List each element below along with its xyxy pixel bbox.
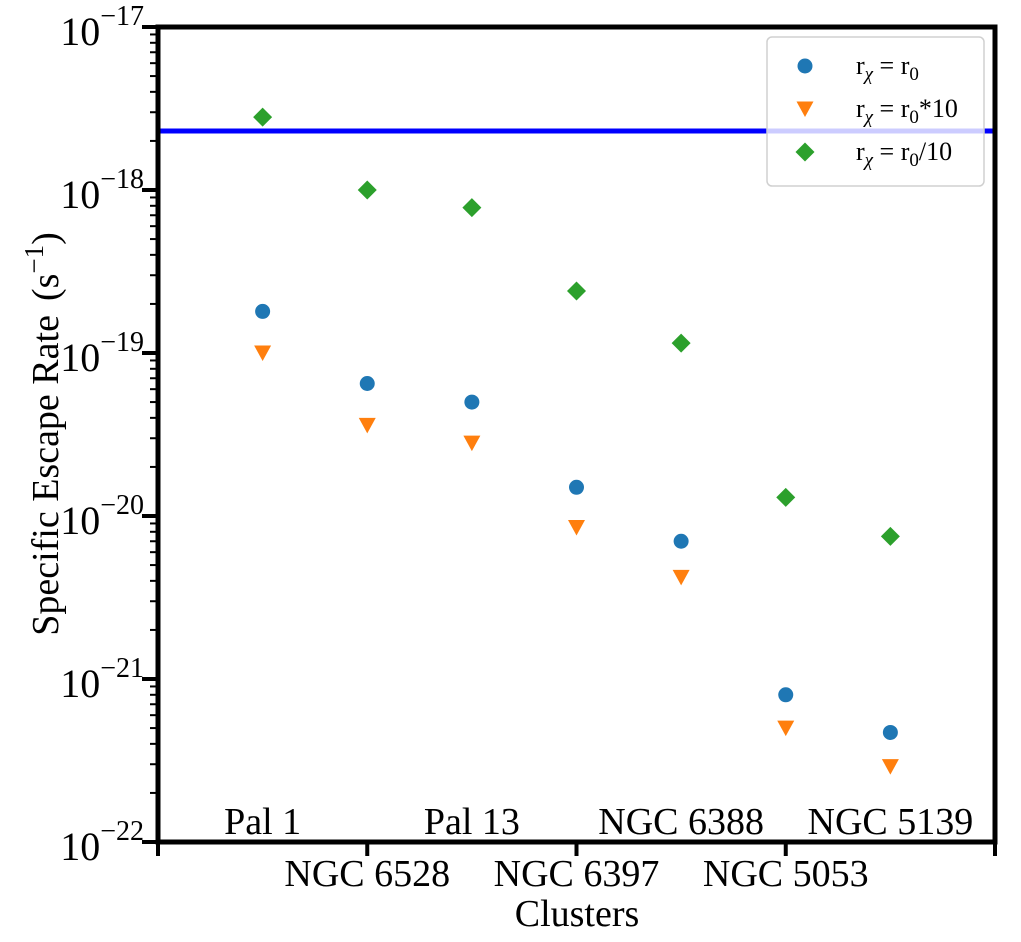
series-1-point-2: [463, 435, 481, 452]
legend-marker-0: [797, 58, 813, 74]
category-label-5: NGC 5053: [703, 853, 869, 895]
series-0-point-2: [464, 394, 480, 410]
category-label-2: Pal 13: [424, 801, 520, 843]
category-label-1: NGC 6528: [284, 853, 450, 895]
legend-label-2: rχ = r0/10: [856, 137, 952, 171]
series-1-point-4: [672, 569, 690, 586]
category-label-6: NGC 5139: [808, 801, 974, 843]
series-1-point-3: [568, 520, 585, 536]
category-label-3: NGC 6397: [494, 853, 660, 895]
y-tick-label-1: 10−21: [60, 653, 144, 706]
y-axis-label: Specific Escape Rate (s−1): [19, 232, 67, 636]
series-0-point-4: [673, 533, 689, 549]
legend: rχ = r0 rχ = r0*10 rχ = r0/10: [766, 36, 985, 187]
series-2-point-0: [253, 107, 273, 127]
series-1-point-6: [881, 759, 899, 775]
series-0-point-5: [778, 687, 794, 703]
x-axis-label: Clusters: [515, 893, 640, 935]
y-axis-label-unit-exponent: −1: [19, 245, 49, 274]
legend-box: [766, 36, 985, 187]
legend-label-0: rχ = r0: [856, 51, 919, 85]
series-1-point-5: [777, 720, 795, 737]
legend-entry-2: rχ = r0/10: [795, 137, 952, 171]
legend-entry-1: rχ = r0*10: [796, 94, 958, 128]
category-label-0: Pal 1: [224, 801, 301, 843]
category-label-4: NGC 6388: [598, 801, 764, 843]
series-0-point-0: [255, 303, 271, 319]
series-2-point-2: [462, 198, 482, 218]
series-2-point-1: [357, 180, 377, 200]
y-axis-label-unit-close: ): [25, 232, 67, 245]
series-1-point-0: [254, 345, 272, 361]
series-2-point-4: [671, 333, 691, 353]
legend-marker-2: [795, 142, 815, 162]
y-tick-label-5: 10−17: [60, 1, 144, 54]
series-2-point-6: [880, 526, 900, 546]
series-0-point-6: [882, 724, 898, 740]
y-tick-label-4: 10−18: [60, 164, 144, 217]
series-2-point-3: [567, 281, 586, 301]
legend-marker-1: [796, 101, 814, 117]
legend-label-1: rχ = r0*10: [856, 94, 958, 128]
series-2-point-5: [776, 487, 796, 507]
series-0-point-1: [359, 375, 375, 391]
series-1-point-1: [358, 417, 376, 434]
y-tick-label-3: 10−19: [60, 327, 144, 380]
y-axis-label-text: Specific Escape Rate: [25, 315, 67, 636]
y-axis-label-unit: (s: [25, 274, 67, 301]
legend-entry-0: rχ = r0: [797, 51, 919, 85]
y-tick-label-0: 10−22: [60, 816, 144, 869]
series-0-point-3: [569, 479, 584, 495]
y-tick-label-2: 10−20: [60, 490, 144, 543]
